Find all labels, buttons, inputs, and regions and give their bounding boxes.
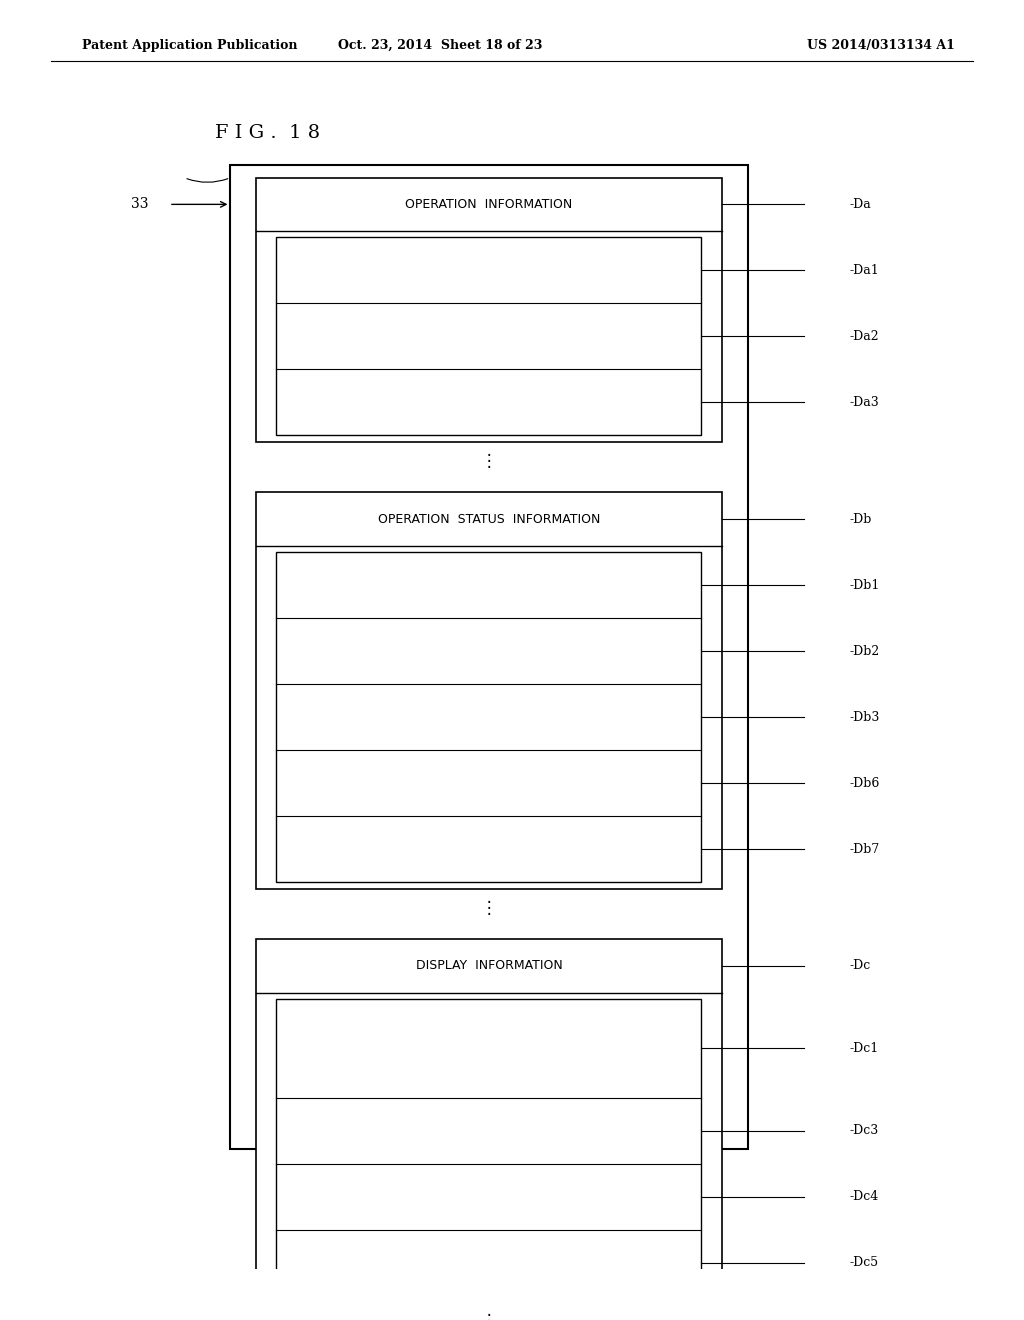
Text: FIRST COORDINATE DATA: FIRST COORDINATE DATA	[415, 264, 563, 277]
FancyBboxPatch shape	[276, 999, 701, 1296]
Text: CURRENT DISTANCE DATA: CURRENT DISTANCE DATA	[413, 710, 565, 723]
FancyBboxPatch shape	[256, 178, 722, 442]
Text: -Dc1: -Dc1	[850, 1041, 880, 1055]
Text: F I G .  1 8: F I G . 1 8	[215, 124, 321, 143]
Text: CAMERA MATRIX DATA: CAMERA MATRIX DATA	[423, 1191, 555, 1204]
FancyBboxPatch shape	[276, 238, 701, 436]
Text: -Dc5: -Dc5	[850, 1257, 879, 1270]
Text: Oct. 23, 2014  Sheet 18 of 23: Oct. 23, 2014 Sheet 18 of 23	[338, 40, 543, 53]
Text: -Da3: -Da3	[850, 396, 880, 409]
Text: IMAGE DATA: IMAGE DATA	[453, 1257, 525, 1270]
Text: DIRECTION DATA: DIRECTION DATA	[439, 578, 539, 591]
Text: VIRTUAL  CURRENT
DISTANCE  DATA: VIRTUAL CURRENT DISTANCE DATA	[432, 1034, 546, 1063]
Text: OPERATION  INFORMATION: OPERATION INFORMATION	[406, 198, 572, 211]
Text: -Db3: -Db3	[850, 710, 881, 723]
Text: -Db6: -Db6	[850, 776, 881, 789]
Text: MIDDLE POINT DATA: MIDDLE POINT DATA	[429, 644, 549, 657]
Text: US 2014/0313134 A1: US 2014/0313134 A1	[807, 40, 954, 53]
Text: -Dc3: -Dc3	[850, 1125, 880, 1138]
FancyBboxPatch shape	[276, 552, 701, 882]
Text: ⋮: ⋮	[480, 1236, 498, 1254]
FancyBboxPatch shape	[230, 165, 748, 1148]
Text: -Db: -Db	[850, 512, 872, 525]
Text: -Db7: -Db7	[850, 842, 881, 855]
Text: -Dc4: -Dc4	[850, 1191, 880, 1204]
Text: -Db1: -Db1	[850, 578, 881, 591]
Text: -Dc: -Dc	[850, 960, 871, 973]
Text: ⋮: ⋮	[480, 451, 498, 470]
Text: SCALE DATA: SCALE DATA	[454, 1125, 524, 1138]
Text: MOVING VELOCITY DATA: MOVING VELOCITY DATA	[418, 842, 560, 855]
Text: SECOND COORDINATE DATA: SECOND COORDINATE DATA	[407, 330, 571, 343]
FancyBboxPatch shape	[256, 492, 722, 888]
Text: Patent Application Publication: Patent Application Publication	[82, 40, 297, 53]
Text: KEY DATA: KEY DATA	[461, 396, 517, 409]
Text: ⋮: ⋮	[480, 899, 498, 916]
Text: PAST DISTANCE DATA: PAST DISTANCE DATA	[426, 776, 552, 789]
Text: DISPLAY  INFORMATION: DISPLAY INFORMATION	[416, 960, 562, 973]
Text: ⋮: ⋮	[480, 1312, 498, 1320]
Text: -Da1: -Da1	[850, 264, 880, 277]
Text: -Da: -Da	[850, 198, 871, 211]
Text: 33: 33	[131, 198, 148, 211]
Text: -Db2: -Db2	[850, 644, 881, 657]
Text: OPERATION  STATUS  INFORMATION: OPERATION STATUS INFORMATION	[378, 512, 600, 525]
Text: -Da2: -Da2	[850, 330, 880, 343]
FancyBboxPatch shape	[256, 940, 722, 1303]
